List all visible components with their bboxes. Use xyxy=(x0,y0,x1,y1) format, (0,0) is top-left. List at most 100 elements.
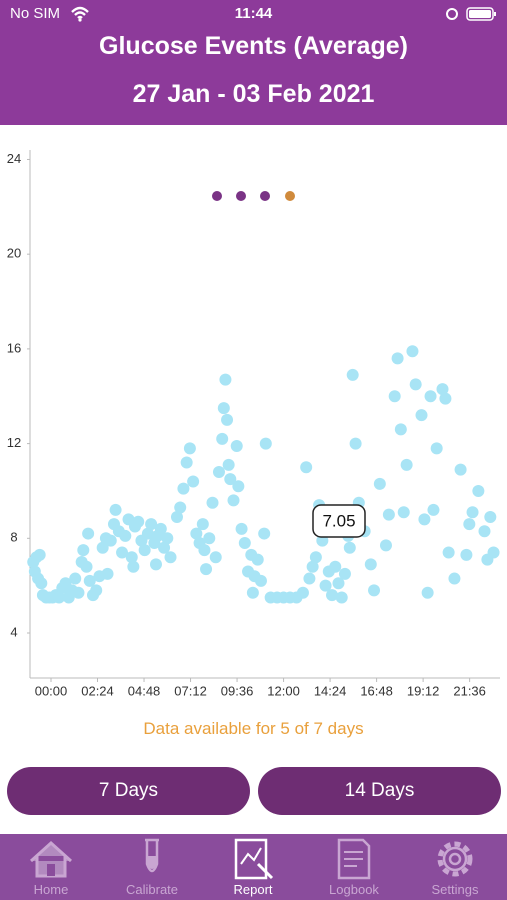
x-tick-label: 02:24 xyxy=(81,683,114,698)
data-point xyxy=(82,527,95,540)
data-point xyxy=(373,477,386,490)
data-point xyxy=(246,586,259,599)
data-point xyxy=(149,558,162,571)
data-point xyxy=(430,442,443,455)
data-point xyxy=(77,544,90,557)
data-point xyxy=(326,589,339,602)
wifi-icon xyxy=(71,6,89,22)
data-point xyxy=(309,551,322,564)
tooltip-label: 7.05 xyxy=(322,511,355,530)
data-point xyxy=(206,496,219,509)
data-point xyxy=(90,584,103,597)
tab-label: Home xyxy=(33,882,69,897)
data-point xyxy=(224,473,237,486)
data-point xyxy=(104,534,117,547)
data-point xyxy=(101,567,114,580)
data-point xyxy=(183,442,196,455)
data-point xyxy=(161,532,174,545)
x-tick-label: 04:48 xyxy=(128,683,161,698)
y-tick-label: 24 xyxy=(7,151,21,166)
calibrate-icon xyxy=(145,838,159,873)
data-point xyxy=(141,527,154,540)
data-point xyxy=(335,591,348,604)
data-point xyxy=(484,510,497,523)
status-bar: No SIM 11:44 xyxy=(0,0,507,28)
data-point xyxy=(145,518,158,531)
data-point xyxy=(346,368,359,381)
x-tick-label: 21:36 xyxy=(453,683,486,698)
data-point xyxy=(209,551,222,564)
page-dot xyxy=(285,191,295,201)
data-point xyxy=(230,439,243,452)
tab-settings[interactable]: Settings xyxy=(410,834,500,900)
data-point xyxy=(296,586,309,599)
data-point xyxy=(332,577,345,590)
data-point xyxy=(454,463,467,476)
data-point xyxy=(460,548,473,561)
tab-calibrate[interactable]: Calibrate xyxy=(107,834,197,900)
tab-label: Calibrate xyxy=(125,882,179,897)
data-point xyxy=(80,560,93,573)
data-point xyxy=(466,506,479,519)
tab-report[interactable]: Report xyxy=(208,834,298,900)
data-point xyxy=(174,501,187,514)
x-tick-label: 19:12 xyxy=(407,683,440,698)
data-point xyxy=(349,437,362,450)
tab-label: Settings xyxy=(431,882,479,897)
y-tick-label: 12 xyxy=(7,435,21,450)
data-point xyxy=(424,390,437,403)
data-point xyxy=(190,527,203,540)
subtitle: 27 Jan - 03 Feb 2021 xyxy=(132,80,375,108)
data-point xyxy=(368,584,381,597)
data-point xyxy=(442,546,455,559)
data-point xyxy=(418,513,431,526)
availability-note: Data available for 5 of 7 days xyxy=(143,719,364,738)
data-point xyxy=(217,402,230,415)
x-tick-label: 00:00 xyxy=(35,683,68,698)
data-point xyxy=(300,461,313,474)
data-point xyxy=(132,515,145,528)
x-tick-label: 14:24 xyxy=(314,683,347,698)
chart: 4 8 12 16 20 24 00:00 02:24 04:48 07:12 09:36 12:00… xyxy=(7,150,500,698)
data-point xyxy=(421,586,434,599)
data-point xyxy=(227,494,240,507)
fourteen-days-button[interactable]: 14 Days xyxy=(258,767,501,815)
data-point xyxy=(116,546,129,559)
tab-bar: Home Calibrate Report Logbook Settings xyxy=(0,834,507,900)
data-point xyxy=(379,539,392,552)
battery-icon xyxy=(446,7,496,21)
tab-home[interactable]: Home xyxy=(6,834,96,900)
data-point xyxy=(198,544,211,557)
data-point xyxy=(177,482,190,495)
settings-icon xyxy=(437,841,473,877)
page-dot xyxy=(236,191,246,201)
data-point xyxy=(463,518,476,531)
x-tick-label: 12:00 xyxy=(267,683,300,698)
data-point xyxy=(180,456,193,469)
data-point xyxy=(125,551,138,564)
tab-label: Logbook xyxy=(329,882,379,897)
data-point xyxy=(69,572,82,585)
data-point xyxy=(329,560,342,573)
data-point xyxy=(154,522,167,535)
data-point xyxy=(415,409,428,422)
data-point xyxy=(216,432,229,445)
tab-logbook[interactable]: Logbook xyxy=(309,834,399,900)
data-point xyxy=(487,546,500,559)
data-point xyxy=(221,413,234,426)
title: Glucose Events (Average) xyxy=(99,32,408,60)
header: Glucose Events (Average) 27 Jan - 03 Feb… xyxy=(0,28,507,125)
data-point xyxy=(164,551,177,564)
data-point xyxy=(187,475,200,488)
seven-days-button[interactable]: 7 Days xyxy=(7,767,250,815)
data-point xyxy=(388,390,401,403)
tooltip-box xyxy=(312,504,366,538)
y-tick-label: 4 xyxy=(10,624,17,639)
data-point xyxy=(436,383,449,396)
data-point xyxy=(478,525,491,538)
x-tick-label: 09:36 xyxy=(221,683,254,698)
data-point xyxy=(319,579,332,592)
data-point xyxy=(170,510,183,523)
data-point xyxy=(303,572,316,585)
